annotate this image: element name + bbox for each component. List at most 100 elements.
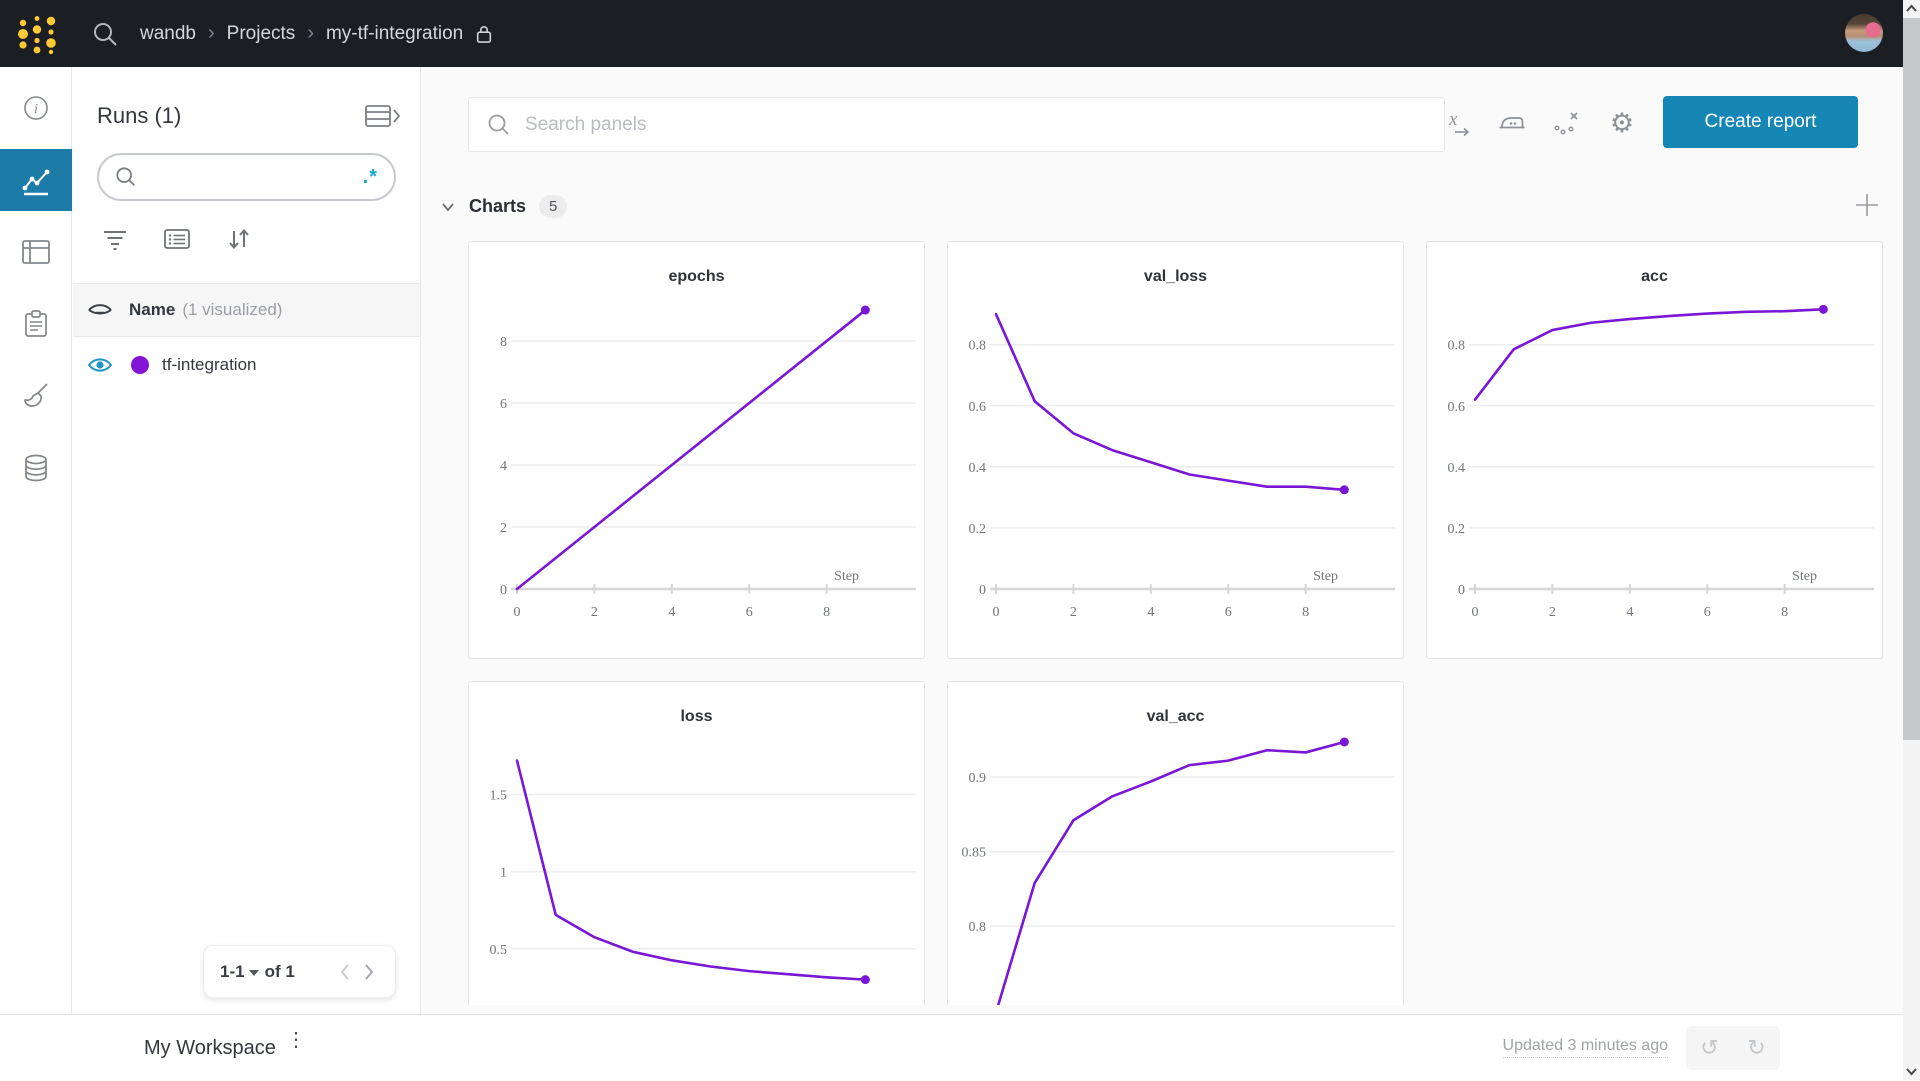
svg-text:6: 6 <box>746 605 753 620</box>
breadcrumb-separator: › <box>208 22 215 44</box>
lock-icon <box>477 25 492 43</box>
svg-text:2: 2 <box>1070 605 1077 620</box>
run-row[interactable]: tf-integration <box>73 337 420 393</box>
chart-panel-epochs[interactable]: 0 2 4 6 8 0 2 4 6 8 Step epochs <box>468 241 925 659</box>
chart-title: acc <box>1641 268 1668 285</box>
left-icon-rail: i <box>0 67 72 1014</box>
page-scrollbar[interactable] <box>1903 0 1920 1080</box>
user-avatar[interactable] <box>1845 14 1883 52</box>
runs-search-input[interactable] <box>147 167 363 187</box>
page-range[interactable]: 1-1 <box>220 961 245 981</box>
svg-text:0: 0 <box>993 605 1000 620</box>
breadcrumb-projects[interactable]: Projects <box>226 22 296 44</box>
panel-search-input[interactable] <box>523 112 1426 137</box>
scrollbar-thumb[interactable] <box>1903 18 1920 740</box>
svg-text:4: 4 <box>1147 605 1154 620</box>
charts-section-title[interactable]: Charts <box>469 196 527 216</box>
svg-text:0: 0 <box>1472 605 1479 620</box>
rail-item-charts[interactable] <box>0 149 72 211</box>
breadcrumb-entity[interactable]: wandb <box>140 22 196 44</box>
workspace-footer: My Workspace ⋮ Updated 3 minutes ago ↺ ↻ <box>0 1014 1903 1080</box>
prev-page-icon[interactable] <box>335 961 357 983</box>
eye-visible-icon[interactable] <box>87 354 113 376</box>
eye-half-icon[interactable] <box>87 299 113 321</box>
svg-text:0: 0 <box>979 583 986 598</box>
svg-text:0.4: 0.4 <box>1448 461 1466 476</box>
undo-redo-group: ↺ ↻ <box>1686 1026 1780 1070</box>
run-color-dot[interactable] <box>131 356 149 374</box>
name-column-header[interactable]: Name <box>129 300 176 319</box>
clipboard-icon <box>25 310 47 337</box>
svg-text:x: x <box>1448 109 1458 130</box>
regex-toggle[interactable]: .* <box>362 165 378 188</box>
chevron-down-icon[interactable] <box>440 199 456 215</box>
chart-title: val_acc <box>1146 708 1205 725</box>
svg-text:Step: Step <box>1313 569 1338 584</box>
breadcrumb-project-name[interactable]: my-tf-integration <box>325 22 464 44</box>
svg-text:1.5: 1.5 <box>490 788 508 803</box>
search-icon[interactable] <box>92 21 118 47</box>
add-panel-icon[interactable] <box>1853 191 1881 219</box>
runs-pagination: 1-1 of 1 <box>203 945 396 998</box>
runs-tools <box>101 225 253 253</box>
rail-item-reports[interactable] <box>0 293 72 355</box>
search-icon <box>488 114 509 135</box>
line-chart-icon <box>22 169 50 196</box>
svg-text:8: 8 <box>1781 605 1788 620</box>
panel-search-box <box>468 97 1445 152</box>
smoothing-iron-icon[interactable] <box>1496 107 1528 139</box>
svg-text:0.5: 0.5 <box>490 943 508 958</box>
group-list-icon[interactable] <box>163 225 191 253</box>
info-icon: i <box>24 96 48 120</box>
search-icon <box>116 167 135 186</box>
run-name[interactable]: tf-integration <box>162 355 257 374</box>
svg-text:8: 8 <box>500 335 507 350</box>
svg-text:4: 4 <box>668 605 675 620</box>
svg-text:6: 6 <box>1225 605 1232 620</box>
database-icon <box>25 454 47 482</box>
scroll-up-icon[interactable] <box>1903 0 1920 18</box>
svg-text:0: 0 <box>500 583 507 598</box>
undo-icon[interactable]: ↺ <box>1700 1035 1719 1060</box>
page-size-caret-icon[interactable] <box>248 969 259 976</box>
svg-text:0.2: 0.2 <box>1448 522 1466 537</box>
chart-title: val_loss <box>1143 268 1208 285</box>
chart-panel-acc[interactable]: 0 0.2 0.4 0.6 0.8 0 2 4 6 8 Step acc <box>1426 241 1883 659</box>
broom-icon <box>24 383 48 407</box>
sort-icon[interactable] <box>225 225 253 253</box>
svg-text:i: i <box>34 102 38 117</box>
chart-panel-val-loss[interactable]: 0 0.2 0.4 0.6 0.8 0 2 4 6 8 Step val_loss <box>947 241 1404 659</box>
chart-panel-val-acc[interactable]: 0.80.850.902468Step val_acc <box>947 681 1404 1005</box>
svg-text:4: 4 <box>1626 605 1633 620</box>
svg-text:2: 2 <box>591 605 598 620</box>
runs-name-header-row: Name (1 visualized) <box>73 283 420 337</box>
rail-item-sweeps[interactable] <box>0 365 72 427</box>
svg-text:0.6: 0.6 <box>969 400 987 415</box>
chart-title: epochs <box>668 268 725 285</box>
rail-item-table[interactable] <box>0 221 72 283</box>
visualized-count: (1 visualized) <box>182 300 283 319</box>
rail-item-overview[interactable]: i <box>0 77 72 139</box>
svg-text:6: 6 <box>500 397 507 412</box>
svg-text:0.8: 0.8 <box>969 339 987 354</box>
redo-icon[interactable]: ↻ <box>1747 1035 1766 1060</box>
workspace-menu-kebab-icon[interactable]: ⋮ <box>286 1029 306 1051</box>
chart-panel-loss[interactable]: 0.511.502468Step loss <box>468 681 925 1005</box>
svg-text:0: 0 <box>514 605 521 620</box>
gear-icon[interactable]: ⚙ <box>1609 107 1635 138</box>
svg-text:Step: Step <box>834 569 859 584</box>
next-page-icon[interactable] <box>357 961 379 983</box>
filter-icon[interactable] <box>101 225 129 253</box>
create-report-button[interactable]: Create report <box>1663 96 1858 148</box>
scroll-down-icon[interactable] <box>1903 1062 1920 1080</box>
chart-title: loss <box>680 708 713 725</box>
rail-item-artifacts[interactable] <box>0 437 72 499</box>
wandb-logo-icon[interactable] <box>16 13 60 55</box>
charts-grid: 0 2 4 6 8 0 2 4 6 8 Step epochs 0 0.2 0.4 0.6 0.8 0 2 4 6 8… <box>468 241 1884 1005</box>
svg-text:2: 2 <box>1549 605 1556 620</box>
outliers-scatter-icon[interactable] <box>1551 107 1583 139</box>
runs-sidebar: Runs (1) .* <box>73 67 421 1014</box>
expand-table-icon[interactable] <box>364 103 402 129</box>
x-axis-settings-icon[interactable]: x <box>1441 107 1473 139</box>
svg-text:0.8: 0.8 <box>1448 339 1466 354</box>
